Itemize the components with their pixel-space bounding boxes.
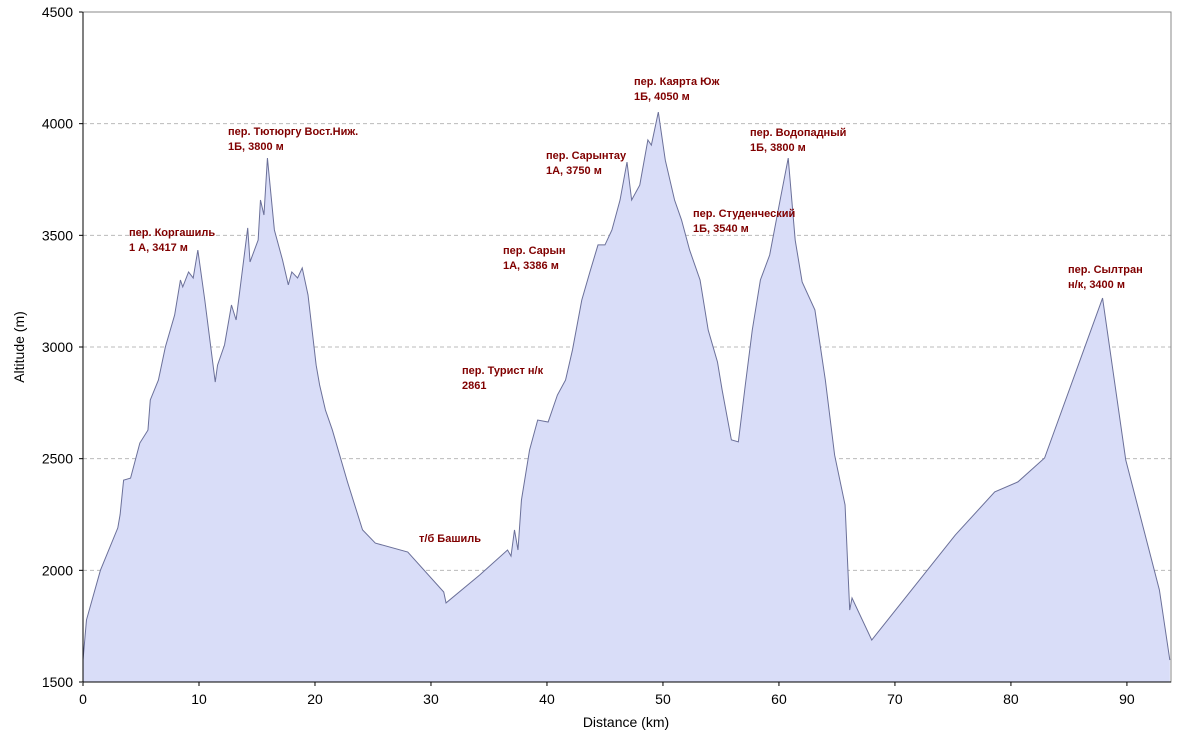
annotation: 1Б, 4050 м (634, 91, 690, 103)
x-tick-label: 30 (423, 691, 439, 707)
annotation: т/б Башиль (419, 533, 481, 545)
annotation: пер. Студенческий (693, 208, 795, 220)
x-tick-label: 50 (655, 691, 671, 707)
y-tick-label: 4500 (42, 4, 73, 20)
x-tick-label: 70 (887, 691, 903, 707)
y-tick-label: 2000 (42, 562, 73, 578)
annotation: 1А, 3750 м (546, 165, 602, 177)
annotation: пер. Каярта Юж (634, 76, 720, 88)
annotation: пер. Водопадный (750, 127, 846, 139)
x-tick-label: 0 (79, 691, 87, 707)
annotation: пер. Тютюргу Вост.Ниж. (228, 126, 358, 138)
line (82, 111, 1171, 661)
annotation: 1А, 3386 м (503, 260, 559, 272)
annotation: пер. Сылтран (1068, 264, 1143, 276)
y-tick-label: 2500 (42, 451, 73, 467)
area (83, 112, 1170, 682)
annotation: пер. Турист н/к (462, 365, 544, 377)
x-tick-label: 60 (771, 691, 787, 707)
y-tick-label: 4000 (42, 116, 73, 132)
annotation: пер. Сарынтау (546, 150, 627, 162)
x-tick-label: 20 (307, 691, 323, 707)
y-axis-label: Altitude (m) (11, 311, 27, 383)
annotation: 1Б, 3540 м (693, 223, 749, 235)
annotation: 1Б, 3800 м (228, 141, 284, 153)
x-axis-label: Distance (km) (583, 714, 669, 730)
annotation: 2861 (462, 380, 486, 392)
x-tick-label: 80 (1003, 691, 1019, 707)
x-tick-label: 40 (539, 691, 555, 707)
annotation: пер. Сарын (503, 245, 566, 257)
annotation: пер. Коргашиль (129, 227, 215, 239)
x-tick-label: 10 (191, 691, 207, 707)
y-tick-label: 1500 (42, 674, 73, 690)
y-tick-label: 3000 (42, 339, 73, 355)
x-tick-label: 90 (1119, 691, 1135, 707)
annotation: 1 А, 3417 м (129, 242, 188, 254)
annotation: н/к, 3400 м (1068, 279, 1125, 291)
y-tick-label: 3500 (42, 227, 73, 243)
annotation: 1Б, 3800 м (750, 142, 806, 154)
